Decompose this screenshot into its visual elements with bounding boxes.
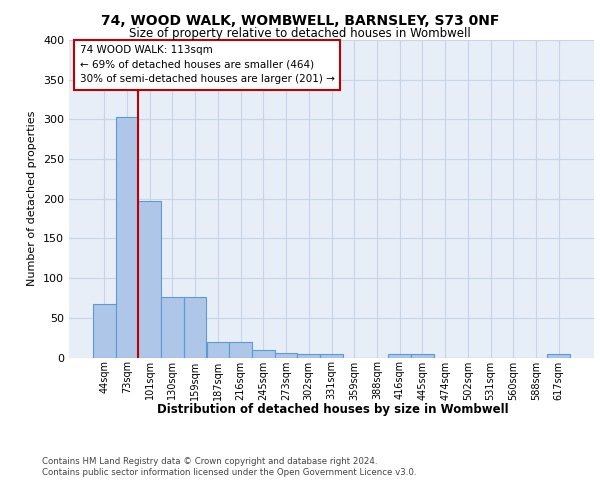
Text: Size of property relative to detached houses in Wombwell: Size of property relative to detached ho…: [129, 28, 471, 40]
Bar: [275, 352, 298, 358]
Bar: [411, 354, 434, 358]
Text: 74, WOOD WALK, WOMBWELL, BARNSLEY, S73 0NF: 74, WOOD WALK, WOMBWELL, BARNSLEY, S73 0…: [101, 14, 499, 28]
Bar: [298, 354, 320, 358]
Bar: [229, 342, 252, 357]
Text: Contains HM Land Registry data © Crown copyright and database right 2024.
Contai: Contains HM Land Registry data © Crown c…: [42, 458, 416, 477]
Bar: [139, 201, 161, 358]
Bar: [184, 297, 206, 358]
Bar: [252, 350, 275, 358]
Bar: [206, 342, 229, 357]
Text: Distribution of detached houses by size in Wombwell: Distribution of detached houses by size …: [157, 402, 509, 415]
Bar: [320, 354, 343, 358]
Bar: [161, 297, 184, 358]
Y-axis label: Number of detached properties: Number of detached properties: [28, 111, 37, 286]
Bar: [547, 354, 570, 358]
Bar: [388, 354, 411, 358]
Bar: [116, 117, 139, 358]
Bar: [93, 304, 116, 358]
Text: 74 WOOD WALK: 113sqm
← 69% of detached houses are smaller (464)
30% of semi-deta: 74 WOOD WALK: 113sqm ← 69% of detached h…: [79, 45, 334, 84]
